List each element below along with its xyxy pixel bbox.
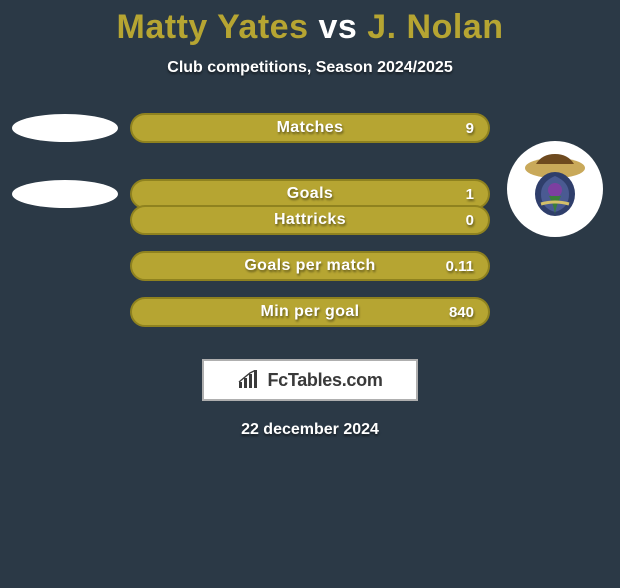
player1-badge-oval: [12, 180, 118, 208]
stats-container: Matches 9 Goals 1: [0, 105, 620, 335]
stat-label: Goals per match: [176, 257, 444, 275]
stat-right-value: 0.11: [444, 258, 474, 275]
club-crest-icon: [516, 150, 594, 228]
stat-row: Min per goal 840: [0, 289, 620, 335]
player1-badge-slot: [0, 180, 130, 208]
source-logo-text: FcTables.com: [267, 370, 382, 391]
stat-label: Matches: [176, 119, 444, 137]
vs-text: vs: [318, 8, 357, 46]
player2-name: J. Nolan: [367, 8, 503, 46]
date-text: 22 december 2024: [0, 421, 620, 439]
stat-bar-hattricks: Hattricks 0: [130, 205, 490, 235]
stat-row: Matches 9: [0, 105, 620, 151]
stat-label: Goals: [176, 185, 444, 203]
stat-bar-min-per-goal: Min per goal 840: [130, 297, 490, 327]
subtitle: Club competitions, Season 2024/2025: [0, 59, 620, 77]
stat-bar-matches: Matches 9: [130, 113, 490, 143]
player2-badge-slot: [490, 151, 620, 237]
stat-row: Goals 1: [0, 151, 620, 197]
stat-right-value: 0: [444, 212, 474, 229]
source-logo: FcTables.com: [202, 359, 418, 401]
player2-club-crest: [507, 141, 603, 237]
stat-label: Min per goal: [176, 303, 444, 321]
stat-right-value: 840: [444, 304, 474, 321]
stat-bar-goals-per-match: Goals per match 0.11: [130, 251, 490, 281]
player1-badge-slot: [0, 114, 130, 142]
stat-label: Hattricks: [176, 211, 444, 229]
stat-row: Goals per match 0.11: [0, 243, 620, 289]
player1-badge-oval: [12, 114, 118, 142]
stat-right-value: 9: [444, 120, 474, 137]
bar-chart-icon: [237, 370, 261, 390]
stat-right-value: 1: [444, 186, 474, 203]
player1-name: Matty Yates: [117, 8, 309, 46]
comparison-title: Matty Yates vs J. Nolan: [0, 8, 620, 47]
